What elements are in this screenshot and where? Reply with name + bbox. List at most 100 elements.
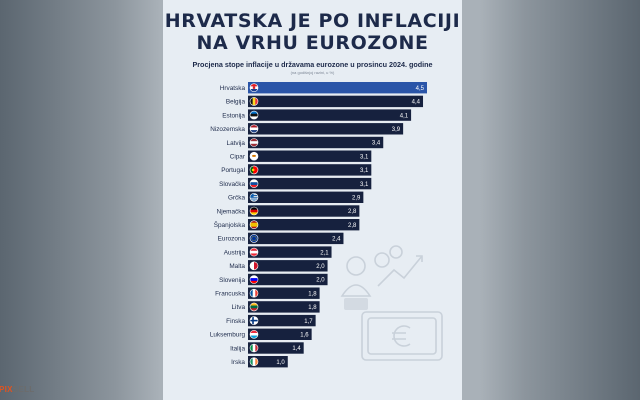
flag-lt-icon [249, 302, 259, 312]
value-label: 4,4 [412, 100, 421, 106]
category-label: Latvija [227, 140, 246, 147]
flag-es-icon [249, 220, 259, 229]
bar [248, 82, 427, 94]
bar-row: Latvija 3,4 [227, 136, 384, 149]
value-label: 4,5 [416, 86, 425, 92]
category-label: Eurozona [218, 236, 246, 243]
flag-pt-icon [249, 165, 259, 175]
value-label: 2,8 [348, 223, 357, 229]
bar [248, 301, 320, 313]
flag-cy-icon [249, 151, 259, 161]
pixsell-watermark: PIXSELL [0, 385, 34, 394]
bar [248, 177, 372, 190]
bar [248, 287, 320, 299]
value-label: 1,4 [292, 346, 301, 352]
value-label: 1,7 [304, 319, 313, 325]
chart-title-line-1: HRVATSKA JE PO INFLACIJI [164, 10, 461, 32]
bar [248, 164, 372, 176]
value-label: 2,9 [352, 196, 361, 202]
flag-lv-icon [249, 138, 259, 147]
flag-at-icon [249, 247, 259, 257]
bar-row: Hrvatska 4,5 [220, 82, 427, 94]
bar-row: Njemačka 2,8 [217, 205, 360, 217]
value-label: 2,4 [332, 237, 341, 243]
category-label: Austrija [224, 249, 246, 256]
bar [248, 314, 316, 327]
category-label: Irska [231, 359, 245, 366]
bar [248, 123, 404, 135]
value-label: 1,8 [308, 305, 317, 311]
flag-si-icon [249, 275, 259, 284]
flag-fr-icon [249, 288, 259, 298]
bar-row: Portugal 3,1 [221, 164, 372, 176]
category-label: Španjolska [214, 220, 246, 229]
bar [248, 109, 412, 121]
bar-row: Estonija 4,1 [222, 109, 412, 121]
bar [248, 273, 328, 286]
value-label: 2,0 [316, 264, 325, 270]
flag-it-icon [249, 343, 259, 353]
bar-row: Finska 1,7 [226, 314, 316, 327]
bar-row: Malta 2,0 [229, 260, 328, 272]
bar [248, 150, 372, 162]
money-euro-growth-icon [338, 236, 448, 366]
bar [248, 356, 288, 368]
flag-lu-icon [249, 330, 259, 339]
category-label: Slovenija [219, 277, 245, 284]
flag-mt-icon [249, 261, 259, 271]
bar [248, 342, 304, 354]
value-label: 1,8 [308, 291, 317, 297]
bar [248, 95, 424, 108]
bar-row: Italija 1,4 [230, 342, 304, 354]
category-label: Grčka [228, 195, 245, 202]
flag-nl-icon [249, 124, 259, 134]
value-label: 2,8 [348, 209, 357, 215]
category-label: Hrvatska [220, 85, 246, 92]
value-label: 3,1 [360, 182, 369, 188]
category-label: Luksemburg [210, 332, 246, 339]
bar-row: Španjolska 2,8 [214, 219, 360, 231]
category-label: Portugal [221, 167, 245, 174]
bar [248, 260, 328, 272]
value-label: 2,0 [316, 278, 325, 284]
value-label: 2,1 [320, 250, 329, 256]
category-label: Slovačka [219, 181, 245, 188]
bar-row: Grčka 2,9 [228, 191, 364, 203]
bar-row: Eurozona 2,4 [218, 232, 344, 245]
watermark-pix: PIX [0, 385, 13, 394]
bar [248, 136, 384, 149]
bar-row: Belgija 4,4 [226, 95, 424, 108]
value-label: 4,1 [400, 113, 409, 119]
bar [248, 246, 332, 258]
bar-row: Luksemburg 1,6 [210, 328, 312, 340]
category-label: Nizozemska [210, 126, 245, 133]
category-label: Cipar [230, 154, 246, 161]
flag-de-icon [249, 206, 259, 216]
bar-row: Francuska 1,8 [215, 287, 320, 299]
value-label: 3,4 [372, 141, 381, 147]
flag-ee-icon [249, 110, 259, 120]
bar-chart-svg: Hrvatska 4,5 Belgija 4,4 Estonija 4,1 Nizozems… [210, 82, 427, 368]
bar [248, 232, 344, 245]
bar-row: Litva 1,8 [232, 301, 320, 313]
value-label: 3,9 [392, 127, 401, 133]
flag-ie-icon [249, 357, 259, 367]
flag-gr-icon [249, 193, 259, 202]
bar [248, 205, 360, 217]
category-label: Finska [226, 318, 245, 325]
flag-fi-icon [249, 316, 259, 325]
value-label: 1,0 [276, 360, 285, 366]
chart-title-line-2: NA VRHU EUROZONE [196, 32, 429, 54]
value-label: 3,1 [360, 154, 369, 160]
category-label: Estonija [222, 112, 245, 119]
category-label: Francuska [215, 291, 245, 298]
unit-note: (na godišnjoj razini, u %) [290, 70, 335, 75]
value-label: 3,1 [360, 168, 369, 174]
bar [248, 219, 360, 231]
bar [248, 328, 312, 340]
flag-sk-icon [249, 179, 259, 188]
category-label: Belgija [226, 99, 246, 106]
bar-row: Cipar 3,1 [230, 150, 372, 162]
watermark-sell: SELL [12, 385, 35, 394]
flag-eu-icon [249, 234, 259, 243]
